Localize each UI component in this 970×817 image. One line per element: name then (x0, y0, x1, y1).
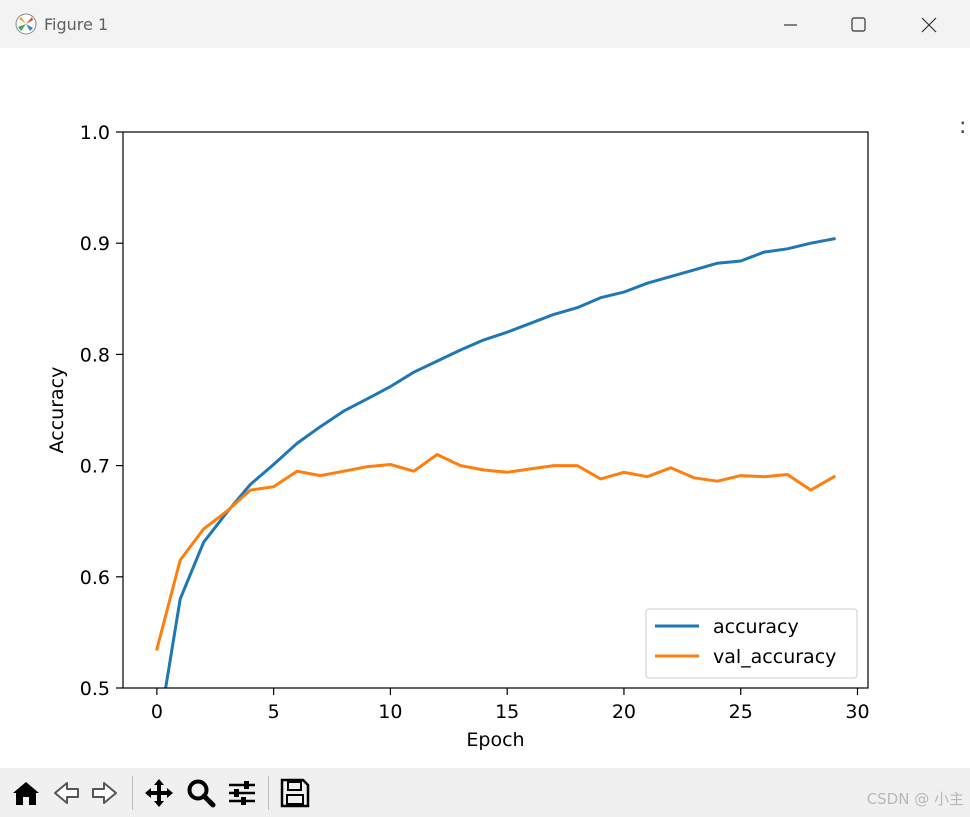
window-title-bar: Figure 1 (0, 0, 970, 48)
zoom-button[interactable] (185, 778, 217, 808)
forward-icon (92, 782, 117, 804)
window-title: Figure 1 (44, 15, 109, 34)
pan-icon (145, 779, 173, 807)
series-line-accuracy (164, 237, 836, 688)
y-axis-label: Accuracy (46, 367, 68, 454)
x-tick-label: 25 (729, 701, 753, 723)
minimize-icon[interactable] (776, 12, 804, 38)
legend-label-val-accuracy: val_accuracy (713, 646, 836, 668)
configure-subplots-icon (229, 781, 255, 805)
back-icon (54, 782, 79, 804)
x-tick-label: 10 (378, 701, 402, 723)
matplotlib-logo-icon (15, 13, 37, 35)
watermark-text: CSDN @ 小主 (866, 790, 964, 808)
back-button[interactable] (50, 778, 82, 808)
clipped-background-glyph: : (959, 114, 967, 139)
figure-canvas: 0 5 10 15 20 25 30 0.5 0.6 0.7 0.8 0.9 1.0 Epoch Acc… (0, 48, 970, 768)
x-tick-label: 5 (268, 701, 280, 723)
x-tick-label: 15 (495, 701, 519, 723)
maximize-icon[interactable] (844, 12, 872, 38)
y-tick-label: 1.0 (80, 122, 110, 144)
y-tick-label: 0.8 (80, 344, 110, 366)
home-icon (13, 782, 39, 805)
forward-button[interactable] (89, 778, 121, 808)
x-tick-label: 20 (612, 701, 636, 723)
y-tick-label: 0.9 (80, 233, 110, 255)
y-tick-label: 0.7 (80, 456, 110, 478)
x-tick-label: 30 (845, 701, 869, 723)
x-axis-label: Epoch (466, 729, 524, 751)
home-button[interactable] (10, 778, 42, 808)
legend-label-accuracy: accuracy (713, 616, 799, 638)
save-button[interactable] (279, 778, 311, 808)
close-icon[interactable] (915, 12, 943, 38)
line-chart: 0 5 10 15 20 25 30 0.5 0.6 0.7 0.8 0.9 1.0 Epoch Acc… (46, 122, 870, 751)
plot-frame (122, 131, 869, 689)
configure-subplots-button[interactable] (226, 778, 258, 808)
save-icon (280, 778, 310, 808)
x-tick-label: 0 (151, 701, 163, 723)
y-tick-label: 0.6 (80, 567, 110, 589)
series-line-val-accuracy (155, 453, 837, 651)
legend: accuracy val_accuracy (645, 608, 858, 679)
toolbar-separator (268, 776, 269, 810)
pan-button[interactable] (143, 778, 175, 808)
zoom-icon (187, 779, 216, 808)
toolbar-separator (132, 776, 133, 810)
y-tick-label: 0.5 (80, 678, 110, 700)
navigation-toolbar: CSDN @ 小主 (0, 768, 970, 817)
